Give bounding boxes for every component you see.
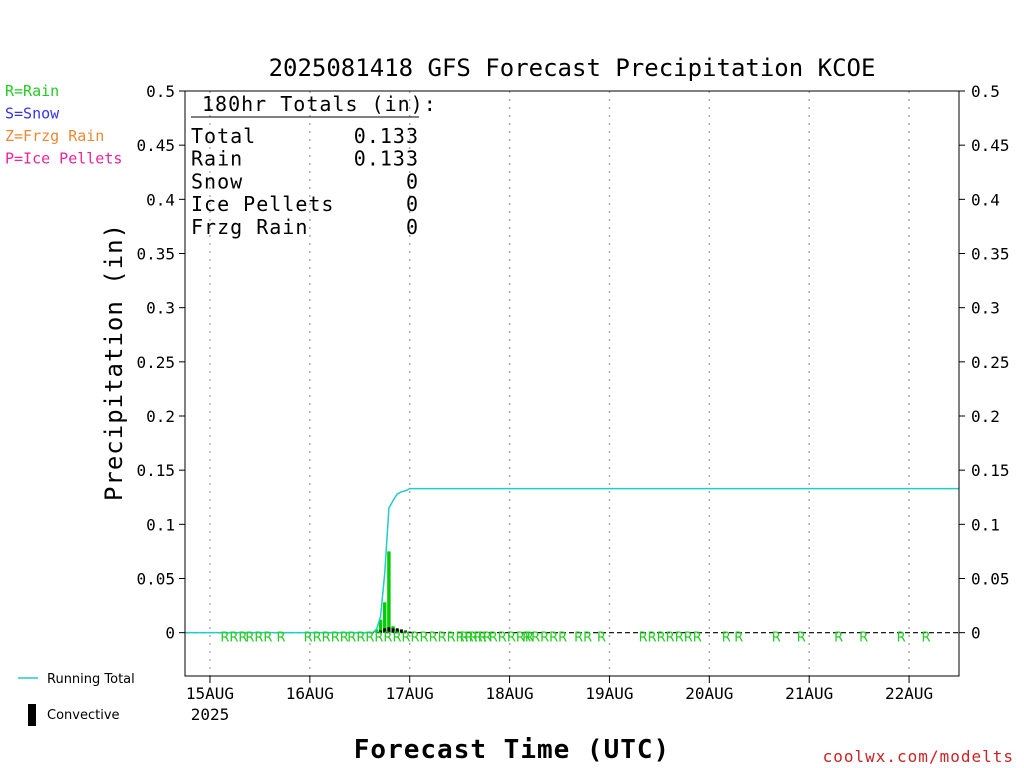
totals-row-value: 0.133 [354, 147, 419, 171]
totals-row-label: Snow [191, 169, 243, 193]
ptype-marker: R [922, 630, 931, 645]
x-tick-label: 22AUG [885, 684, 933, 703]
totals-row-label: Frzg Rain [191, 215, 308, 239]
y-tick-label-right: 0.15 [971, 461, 1010, 480]
ptype-marker: R [734, 630, 743, 645]
y-tick-label-left: 0.05 [136, 570, 175, 589]
convective-bar [395, 628, 399, 633]
y-tick-label-left: 0.1 [146, 515, 175, 534]
y-tick-label-right: 0.4 [971, 190, 1000, 209]
legend-entry: Convective [47, 708, 120, 723]
x-tick-label: 16AUG [286, 684, 334, 703]
rain-bar [374, 629, 379, 633]
convective-bar [399, 629, 403, 633]
running-total-series [185, 487, 959, 634]
precip-bars [374, 551, 412, 633]
y-tick-label-left: 0.15 [136, 461, 175, 480]
x-tick-label: 17AUG [386, 684, 434, 703]
y-axis-label: Precipitation (in) [100, 223, 128, 501]
x-tick-sublabel: 2025 [191, 705, 230, 724]
x-tick-label: 21AUG [785, 684, 833, 703]
chart-title: 2025081418 GFS Forecast Precipitation KC… [269, 54, 876, 82]
y-tick-label-right: 0.45 [971, 136, 1010, 155]
y-axis-ticks: 0 00.05 0.050.1 0.10.15 0.150.2 0.20.25 0.250.… [136, 82, 1009, 643]
series-legend: Running Total Convective [18, 672, 135, 726]
ptype-marker: R [722, 630, 731, 645]
ptype-marker: R [797, 630, 806, 645]
ptype-marker: RRR [522, 630, 549, 645]
convective-bar [391, 628, 395, 633]
totals-row-value: 0.133 [354, 124, 419, 148]
legend-swatch-bar [28, 704, 36, 726]
y-tick-label-right: 0.5 [971, 82, 1000, 101]
legend-entry: Running Total [47, 672, 135, 687]
x-axis-ticks: 15AUG 2025 16AUG 17AUG 18AUG 19AUG 20AUG 21AUG 2… [186, 676, 933, 724]
y-tick-label-left: 0 [165, 624, 175, 643]
ptype-marker: RRR [460, 630, 487, 645]
y-tick-label-right: 0.25 [971, 353, 1010, 372]
totals-heading: 180hr Totals (in): [202, 92, 437, 116]
plot-frame [184, 90, 960, 677]
legend-entry: P=Ice Pellets [5, 150, 122, 168]
y-tick-label-right: 0.2 [971, 407, 1000, 426]
ptype-marker: R [772, 630, 781, 645]
y-tick-label-right: 0 [971, 624, 981, 643]
legend-entry: S=Snow [5, 105, 60, 123]
rain-bar [383, 602, 387, 633]
ptype-marker: R [597, 630, 606, 645]
ptype-marker: RRRRR [489, 630, 534, 645]
convective-bar [404, 630, 408, 633]
ptype-marker: RR [574, 630, 592, 645]
ptype-marker: R [897, 630, 906, 645]
x-tick-label: 18AUG [485, 684, 533, 703]
rain-bar [378, 619, 383, 633]
totals-row-label: Rain [191, 147, 243, 171]
rain-bar [387, 551, 391, 633]
y-tick-label-left: 0.45 [136, 136, 175, 155]
credit-text: coolwx.com/modelts [823, 747, 1014, 766]
ptype-marker: R [859, 630, 868, 645]
y-tick-label-right: 0.1 [971, 515, 1000, 534]
convective-bar [387, 627, 391, 633]
y-tick-label-right: 0.3 [971, 299, 1000, 318]
y-tick-label-left: 0.5 [146, 82, 175, 101]
y-tick-label-right: 0.05 [971, 570, 1010, 589]
ptype-marker: RRRRR [304, 630, 349, 645]
totals-row-value: 0 [406, 192, 419, 216]
legend-entry: R=Rain [5, 82, 59, 100]
day-gridlines [209, 91, 910, 676]
y-tick-label-left: 0.35 [136, 245, 175, 264]
totals-row-value: 0 [406, 169, 419, 193]
totals-box: 180hr Totals (in): Total 0.133 Rain 0.133 Sno… [191, 92, 437, 239]
totals-row-value: 0 [406, 215, 419, 239]
x-axis-label: Forecast Time (UTC) [354, 735, 670, 765]
convective-bar [379, 630, 383, 633]
x-tick-label: 20AUG [685, 684, 733, 703]
convective-bar [408, 631, 412, 633]
y-tick-label-left: 0.2 [146, 407, 175, 426]
legend-entry: Z=Frzg Rain [5, 127, 104, 145]
ptype-marker: RR [549, 630, 567, 645]
ptype-marker: RRRRRRR [639, 630, 702, 645]
y-tick-label-right: 0.35 [971, 245, 1010, 264]
y-tick-label-left: 0.4 [146, 190, 175, 209]
x-tick-label: 19AUG [585, 684, 633, 703]
running-total-line [185, 487, 959, 634]
ptype-marker: RRRRRRRRRRRRRRRR [347, 630, 492, 645]
ptype-marker: R [277, 630, 286, 645]
ptype-marker: RRR [220, 630, 247, 645]
precip-type-legend: R=Rain S=Snow Z=Frzg Rain P=Ice Pellets [5, 82, 122, 168]
totals-row-label: Ice Pellets [191, 192, 334, 216]
totals-row-label: Total [191, 124, 256, 148]
convective-bar [383, 628, 387, 633]
ptype-marker: RRR [245, 630, 272, 645]
y-tick-label-left: 0.3 [146, 299, 175, 318]
ptype-marker: R [834, 630, 843, 645]
y-tick-label-left: 0.25 [136, 353, 175, 372]
x-tick-label: 15AUG [186, 684, 234, 703]
